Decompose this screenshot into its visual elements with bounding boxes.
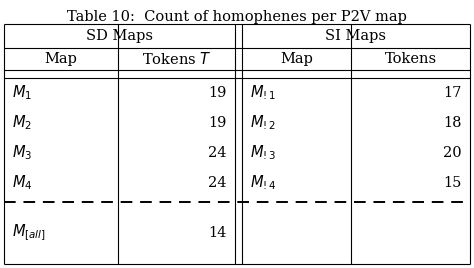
Text: $M_{!4}$: $M_{!4}$ xyxy=(250,174,276,192)
Text: $M_{[all]}$: $M_{[all]}$ xyxy=(12,223,46,243)
Text: $M_{!2}$: $M_{!2}$ xyxy=(250,114,276,132)
Text: 18: 18 xyxy=(444,116,462,130)
Text: Tokens: Tokens xyxy=(384,52,437,66)
Text: Map: Map xyxy=(45,52,78,66)
Text: 14: 14 xyxy=(208,226,227,240)
Text: 15: 15 xyxy=(444,176,462,190)
Text: 19: 19 xyxy=(208,86,227,100)
Text: Tokens $T$: Tokens $T$ xyxy=(142,51,211,67)
Text: $M_3$: $M_3$ xyxy=(12,144,32,162)
Text: $M_4$: $M_4$ xyxy=(12,174,33,192)
Text: 20: 20 xyxy=(443,146,462,160)
Text: 24: 24 xyxy=(208,176,227,190)
Text: 17: 17 xyxy=(444,86,462,100)
Text: 19: 19 xyxy=(208,116,227,130)
Text: $M_2$: $M_2$ xyxy=(12,114,32,132)
Text: 24: 24 xyxy=(208,146,227,160)
Text: $M_{!1}$: $M_{!1}$ xyxy=(250,84,276,102)
Text: $M_{!3}$: $M_{!3}$ xyxy=(250,144,276,162)
Text: Table 10:  Count of homophenes per P2V map: Table 10: Count of homophenes per P2V ma… xyxy=(67,10,407,24)
Text: $M_1$: $M_1$ xyxy=(12,84,32,102)
Text: SD Maps: SD Maps xyxy=(86,29,153,43)
Text: SI Maps: SI Maps xyxy=(325,29,386,43)
Text: Map: Map xyxy=(280,52,313,66)
